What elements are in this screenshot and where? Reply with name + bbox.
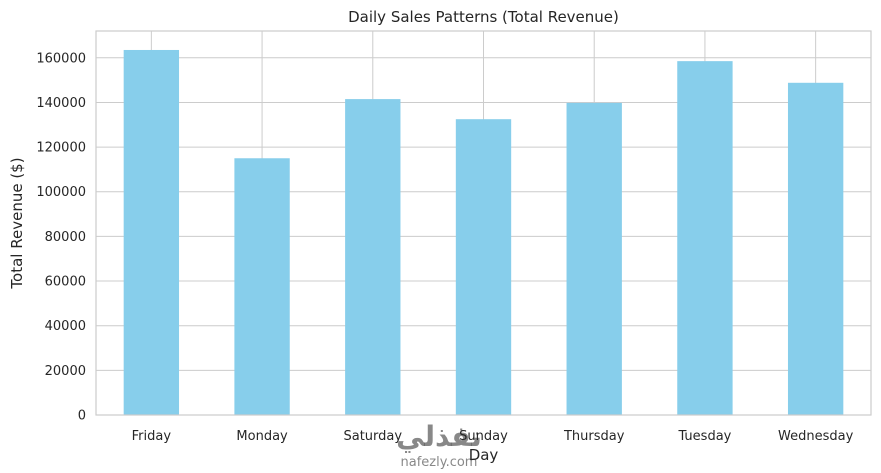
- x-tick-labels: Friday Monday Saturday Sunday Thursday Tuesda…: [132, 429, 854, 444]
- bar-wednesday: [787, 82, 844, 415]
- x-tick-label: Tuesday: [677, 429, 731, 444]
- x-tick-label: Saturday: [343, 429, 402, 444]
- y-tick-label: 140000: [36, 96, 86, 111]
- y-tick-label: 0: [78, 409, 86, 424]
- bar-thursday: [566, 102, 622, 416]
- x-axis-label: Day: [469, 446, 499, 464]
- y-tick-label: 100000: [36, 185, 86, 200]
- bar-sunday: [455, 119, 512, 416]
- x-tick-label: Thursday: [563, 429, 625, 444]
- chart-title: Daily Sales Patterns (Total Revenue): [348, 8, 619, 26]
- y-tick-label: 60000: [45, 275, 86, 290]
- bar-tuesday: [677, 61, 733, 416]
- y-axis-label: Total Revenue ($): [8, 157, 26, 289]
- x-tick-label: Wednesday: [778, 429, 854, 444]
- plot-frame: [95, 30, 872, 416]
- x-tick-label: Sunday: [459, 429, 508, 444]
- bar-saturday: [345, 99, 401, 416]
- y-tick-label: 40000: [45, 319, 86, 334]
- bar-friday: [123, 49, 180, 415]
- bars: [123, 49, 844, 416]
- x-tick-label: Friday: [132, 429, 172, 444]
- bar-monday: [234, 158, 290, 416]
- y-tick-label: 20000: [45, 364, 86, 379]
- y-tick-label: 120000: [36, 141, 86, 156]
- y-tick-label: 160000: [36, 51, 86, 66]
- x-tick-label: Monday: [236, 429, 288, 444]
- y-tick-label: 80000: [45, 230, 86, 245]
- y-tick-labels: 0 20000 40000 60000 80000 100000 120000 140000 1…: [36, 51, 86, 423]
